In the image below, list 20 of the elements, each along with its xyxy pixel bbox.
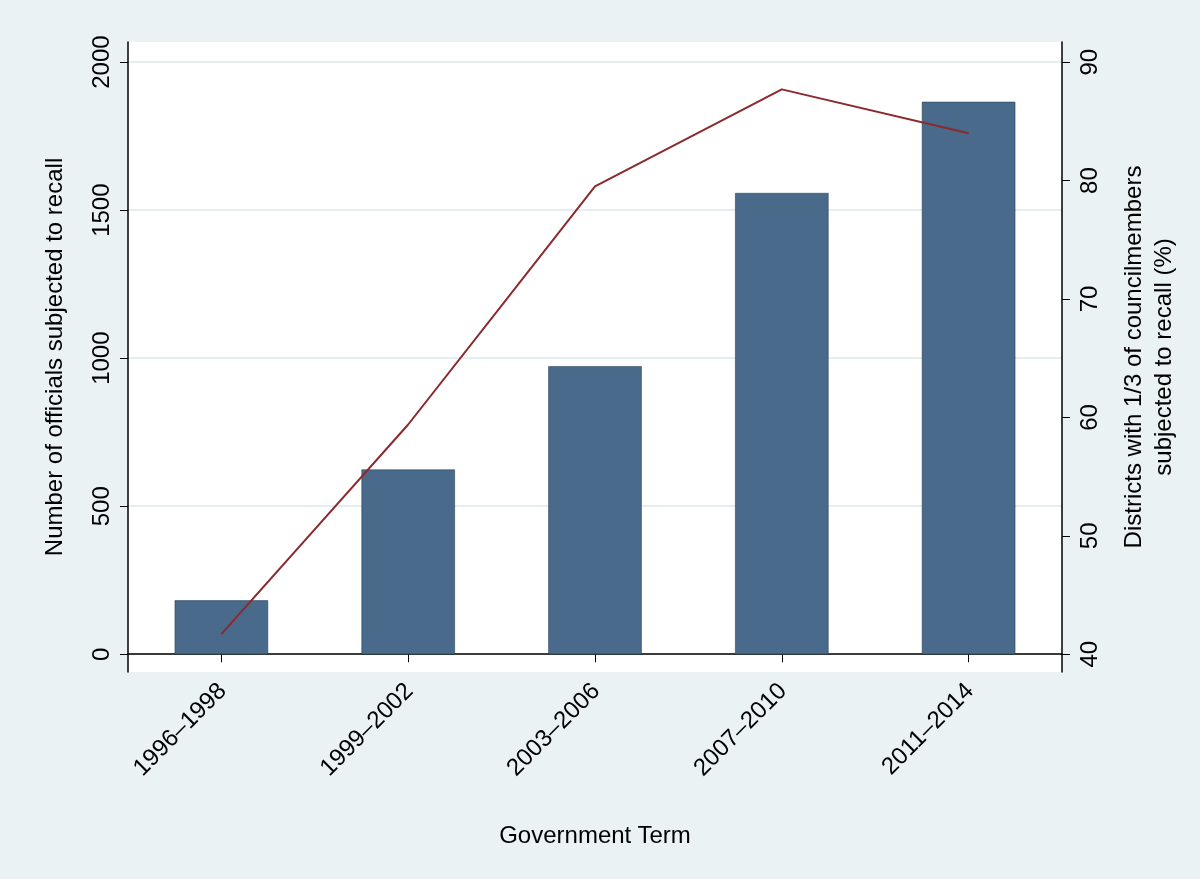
y2-axis-title: Districts with 1/3 of councilmembers subjected to recall (%)	[1118, 165, 1176, 549]
y-tick-label: 2000	[86, 35, 114, 89]
bar	[361, 469, 455, 655]
y2-tick-label: 40	[1074, 640, 1102, 668]
y2-tick-label: 50	[1074, 522, 1102, 550]
bar	[921, 101, 1016, 655]
y-axis-title: Number of officials subjected to recall	[39, 157, 67, 557]
bar	[548, 366, 642, 655]
y2-tick-label: 90	[1074, 48, 1102, 76]
bar	[735, 192, 829, 655]
y2-tick-label: 70	[1074, 285, 1102, 313]
y-tick-label: 1500	[86, 183, 114, 237]
y2-tick-label: 80	[1074, 167, 1102, 194]
y-tick-label: 1000	[86, 331, 114, 385]
x-axis-title: Government Term	[499, 820, 691, 848]
y-tick-label: 0	[86, 647, 114, 661]
line-series	[220, 88, 970, 636]
bar	[174, 600, 269, 655]
y2-tick-label: 60	[1074, 404, 1102, 431]
y-tick-label: 500	[86, 486, 114, 527]
